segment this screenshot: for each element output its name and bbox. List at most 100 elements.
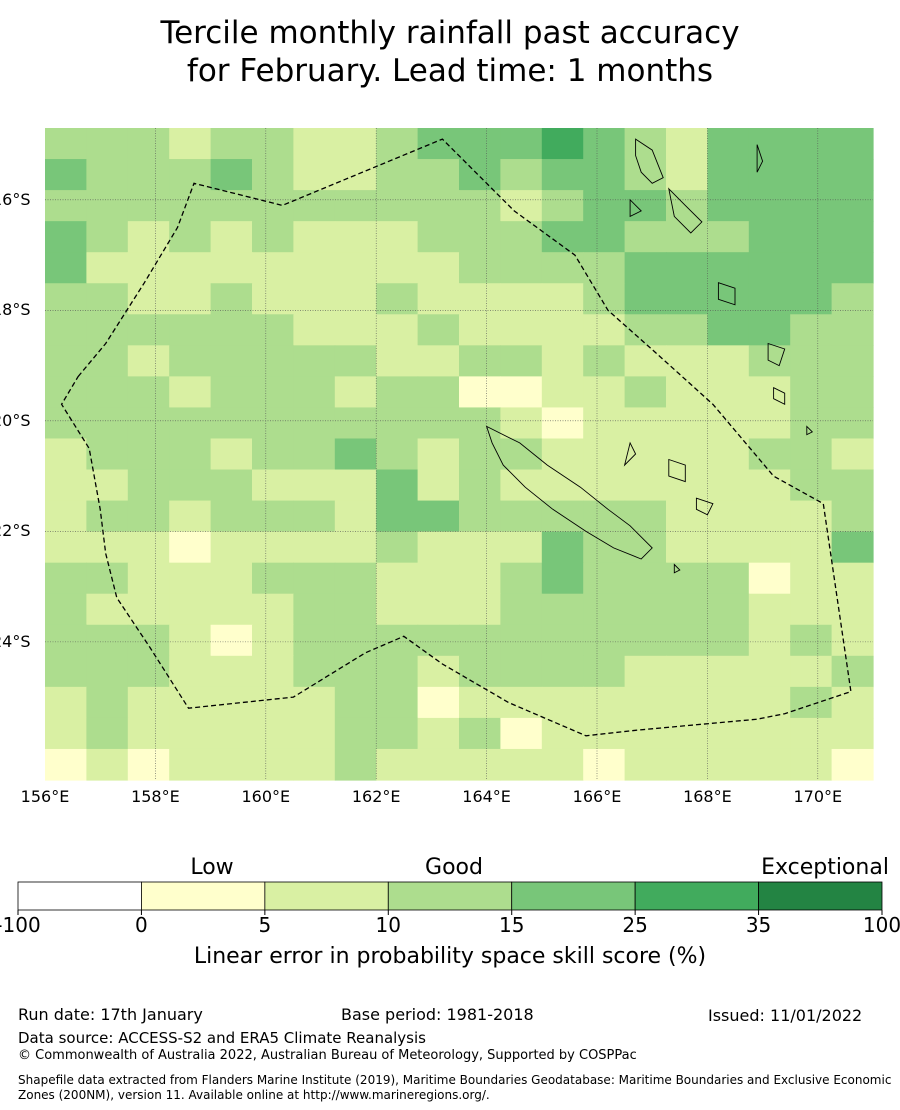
skill-cell [334, 655, 377, 688]
longitude-label: 164°E [462, 787, 511, 806]
skill-cell [666, 531, 708, 564]
skill-cell [169, 407, 212, 440]
colorbar-swatch [17, 881, 142, 911]
skill-cell [831, 686, 874, 719]
skill-cell [459, 438, 501, 471]
skill-cell [127, 314, 170, 346]
colorbar-tick-label: -100 [0, 913, 41, 937]
skill-cell [748, 655, 791, 688]
skill-cell [376, 221, 419, 253]
map-gridlines [45, 128, 873, 780]
skill-cell [334, 345, 377, 377]
skill-cell [500, 221, 543, 253]
skill-cell [790, 314, 833, 346]
skill-cell [459, 283, 501, 315]
skill-cell [334, 128, 377, 160]
skill-cell [127, 407, 170, 440]
skill-cell [459, 190, 501, 222]
colorbar-title: Linear error in probability space skill … [193, 944, 707, 969]
skill-cell [127, 748, 170, 781]
skill-cell [583, 686, 626, 719]
skill-cell [252, 531, 294, 564]
colorbar-swatch [634, 881, 759, 911]
skill-cell [624, 686, 667, 719]
skill-cell [293, 686, 336, 719]
title-line-2: for February. Lead time: 1 months [186, 53, 714, 89]
skill-cell [583, 221, 626, 253]
skill-cell [459, 748, 501, 781]
skill-cell [541, 159, 584, 191]
skill-cell [500, 531, 543, 564]
skill-cell [583, 531, 626, 564]
skill-cell [666, 655, 708, 688]
skill-cell [707, 562, 750, 595]
skill-cell [459, 407, 501, 440]
category-good: Good [425, 855, 483, 880]
skill-cell [707, 252, 750, 284]
skill-cell [127, 624, 170, 657]
skill-cell [169, 252, 212, 284]
skill-cell [417, 438, 460, 471]
colorbar-tick-label: 25 [622, 913, 648, 937]
skill-cell [541, 345, 584, 377]
skill-cell [376, 252, 419, 284]
skill-cell [666, 314, 708, 346]
island-outline [635, 138, 664, 184]
skill-cell [459, 221, 501, 253]
skill-cell [169, 190, 212, 222]
skill-cell [541, 221, 584, 253]
skill-cell [666, 283, 708, 315]
skill-cell [376, 717, 419, 750]
skill-cell [583, 252, 626, 284]
skill-cell [790, 128, 833, 160]
skill-cell [127, 252, 170, 284]
skill-cell [500, 345, 543, 377]
skill-cell [541, 314, 584, 346]
skill-cell [376, 314, 419, 346]
skill-cell [790, 407, 833, 440]
skill-cell [790, 159, 833, 191]
title-line-1: Tercile monthly rainfall past accuracy [160, 15, 740, 51]
skill-cell [417, 345, 460, 377]
skill-cell [376, 624, 419, 657]
skill-cell [624, 562, 667, 595]
longitude-label: 162°E [351, 787, 401, 806]
skill-cell [293, 252, 336, 284]
skill-cell [293, 531, 336, 564]
skill-cell [210, 593, 253, 626]
skill-cell [790, 593, 833, 626]
skill-cell [86, 593, 129, 626]
skill-cell [293, 593, 336, 626]
skill-cell [169, 283, 212, 315]
skill-cell [417, 407, 460, 440]
latitude-label: 16°S [0, 189, 31, 209]
data-source: Data source: ACCESS-S2 and ERA5 Climate … [18, 1029, 426, 1047]
skill-cell [459, 469, 501, 502]
skill-cell [210, 624, 253, 657]
colorbar [17, 881, 883, 915]
island-outline [806, 425, 814, 436]
run-date: Run date: 17th January [18, 1005, 203, 1024]
longitude-label: 160°E [241, 787, 291, 806]
skill-cell [624, 283, 667, 315]
skill-cell [45, 159, 87, 191]
skill-cell [127, 376, 170, 409]
skill-cell [334, 748, 377, 781]
island-outline [673, 563, 681, 574]
skill-cell [624, 717, 667, 750]
skill-cell [45, 562, 87, 595]
colorbar-tick-label: 0 [135, 913, 148, 937]
skill-cell [500, 252, 543, 284]
skill-cell [459, 686, 501, 719]
skill-cell [790, 500, 833, 533]
skill-cell [748, 190, 791, 222]
skill-cell [500, 562, 543, 595]
skill-cell [583, 159, 626, 191]
skill-cell [334, 500, 377, 533]
skill-cell [86, 190, 129, 222]
skill-cell [790, 562, 833, 595]
skill-cell [86, 128, 129, 160]
skill-cell [666, 407, 708, 440]
skill-cell [293, 655, 336, 688]
skill-cell [376, 469, 419, 502]
